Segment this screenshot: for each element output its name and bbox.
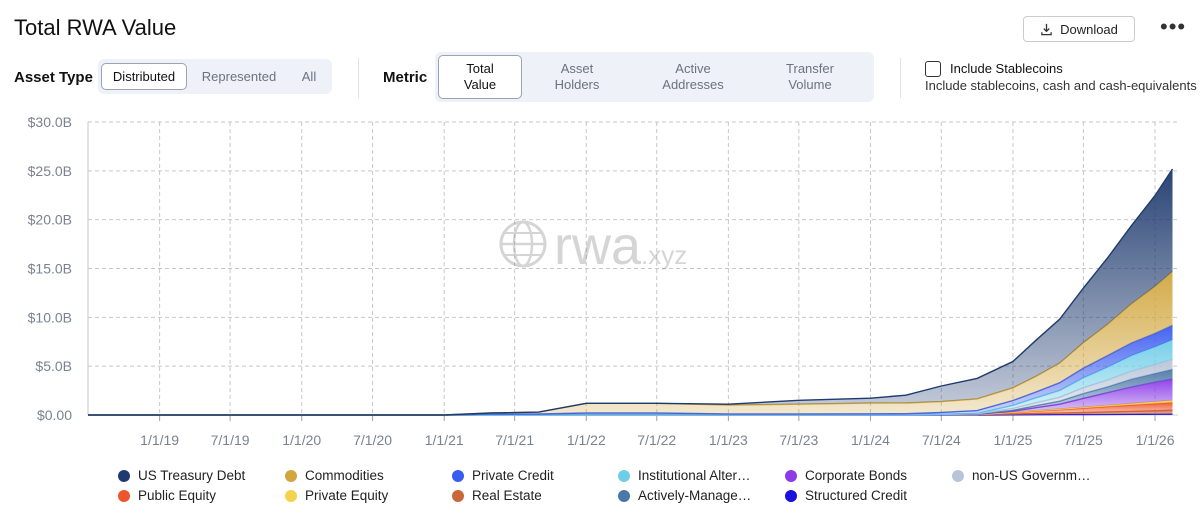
legend-item[interactable]: Public Equity — [118, 488, 216, 503]
asset-type-label: Asset Type — [14, 69, 93, 86]
asset-type-option-represented[interactable]: Represented — [201, 68, 277, 84]
legend-label: Actively-Manage… — [638, 488, 752, 503]
y-tick-label: $25.0B — [28, 163, 72, 179]
x-tick-label: 1/1/19 — [140, 432, 179, 448]
legend-swatch — [118, 489, 130, 502]
x-tick-label: 1/1/22 — [567, 432, 606, 448]
legend-swatch — [952, 469, 964, 482]
watermark-text: rwa.xyz — [554, 216, 687, 276]
legend-swatch — [285, 489, 297, 502]
x-tick-label: 7/1/23 — [779, 432, 818, 448]
legend-label: non-US Governm… — [972, 468, 1091, 483]
asset-type-option-all[interactable]: All — [301, 68, 317, 84]
legend-item[interactable]: non-US Governm… — [952, 468, 1091, 483]
metric-option-line: Value — [463, 77, 497, 92]
legend-label: Real Estate — [472, 488, 542, 503]
metric-option-transfer-volume[interactable]: Transfer Volume — [754, 55, 866, 99]
metric-option-line: Transfer — [786, 61, 834, 76]
metric-option-line: Asset — [560, 61, 594, 76]
legend-label: US Treasury Debt — [138, 468, 246, 483]
legend-swatch — [452, 469, 464, 482]
asset-type-option-distributed[interactable]: Distributed — [101, 63, 187, 90]
divider — [358, 58, 359, 98]
divider — [900, 58, 901, 98]
include-stablecoins-description: Include stablecoins, cash and cash-equiv… — [925, 78, 1197, 93]
legend-label: Institutional Alter… — [638, 468, 751, 483]
x-tick-label: 1/1/24 — [851, 432, 890, 448]
legend-swatch — [785, 469, 797, 482]
globe-meridian — [512, 220, 534, 268]
area-series-commodities — [88, 271, 1173, 415]
area-series-real-estate — [88, 410, 1173, 415]
legend-label: Private Credit — [472, 468, 554, 483]
download-label: Download — [1060, 21, 1118, 37]
metric-option-active-addresses[interactable]: Active Addresses — [632, 55, 754, 99]
legend-swatch — [118, 469, 130, 482]
legend-swatch — [285, 469, 297, 482]
legend-swatch — [452, 489, 464, 502]
y-tick-label: $15.0B — [28, 261, 72, 277]
y-tick-label: $0.00 — [37, 407, 72, 423]
x-tick-label: 1/1/21 — [425, 432, 464, 448]
x-tick-label: 1/1/20 — [282, 432, 321, 448]
page-title: Total RWA Value — [14, 15, 177, 40]
legend-label: Corporate Bonds — [805, 468, 908, 483]
legend-item[interactable]: Private Credit — [452, 468, 554, 483]
metric-selector: Total Value Asset Holders Active Addresses Tra… — [435, 52, 874, 102]
include-stablecoins-label: Include Stablecoins — [950, 61, 1063, 76]
include-stablecoins-checkbox[interactable] — [925, 61, 941, 77]
legend-label: Commodities — [305, 468, 384, 483]
y-tick-label: $30.0B — [28, 114, 72, 130]
metric-option-line: Total — [466, 61, 494, 76]
legend-label: Public Equity — [138, 488, 217, 503]
download-button[interactable]: Download — [1023, 16, 1135, 42]
x-tick-label: 1/1/23 — [709, 432, 748, 448]
download-icon — [1041, 23, 1052, 35]
y-tick-label: $10.0B — [28, 309, 72, 325]
x-tick-label: 1/1/25 — [993, 432, 1032, 448]
metric-option-line: Active — [675, 61, 711, 76]
watermark-tld: .xyz — [641, 240, 687, 270]
x-tick-label: 7/1/25 — [1064, 432, 1103, 448]
area-series-us-treasury-debt — [88, 169, 1173, 415]
legend-item[interactable]: Actively-Manage… — [618, 488, 751, 503]
x-tick-label: 7/1/21 — [495, 432, 534, 448]
legend-label: Structured Credit — [805, 488, 908, 503]
x-tick-label: 7/1/19 — [211, 432, 250, 448]
metric-label: Metric — [383, 69, 428, 86]
legend-swatch — [618, 489, 630, 502]
rwa-value-chart: $0.00 $5.0B $10.0B $15.0B $20.0B $25.0B $30.0B… — [28, 114, 1178, 448]
metric-option-line: Addresses — [662, 77, 724, 92]
y-tick-label: $20.0B — [28, 212, 72, 228]
legend-item[interactable]: Real Estate — [452, 488, 542, 503]
x-tick-label: 7/1/20 — [353, 432, 392, 448]
metric-option-line: Volume — [788, 77, 832, 92]
more-options-icon[interactable]: ••• — [1160, 14, 1187, 39]
chart-legend: US Treasury Debt Commodities Private Credi… — [0, 466, 1200, 516]
metric-option-asset-holders[interactable]: Asset Holders — [522, 55, 632, 99]
line-series-us-treasury-debt — [88, 168, 1174, 416]
legend-item[interactable]: Structured Credit — [785, 488, 907, 503]
y-tick-label: $5.0B — [35, 358, 72, 374]
legend-item[interactable]: Commodities — [285, 468, 384, 483]
legend-swatch — [785, 489, 797, 502]
x-tick-label: 7/1/22 — [637, 432, 676, 448]
x-tick-label: 1/1/26 — [1136, 432, 1175, 448]
legend-item[interactable]: Corporate Bonds — [785, 468, 907, 483]
legend-item[interactable]: Institutional Alter… — [618, 468, 751, 483]
watermark-logo: rwa.xyz — [499, 216, 687, 276]
legend-item[interactable]: Private Equity — [285, 488, 388, 503]
metric-option-line: Holders — [554, 77, 600, 92]
legend-label: Private Equity — [305, 488, 389, 503]
metric-option-total-value[interactable]: Total Value — [438, 55, 522, 99]
asset-type-selector: Distributed Represented All — [98, 59, 332, 94]
globe-icon — [499, 220, 547, 268]
legend-item[interactable]: US Treasury Debt — [118, 468, 245, 483]
x-tick-label: 7/1/24 — [922, 432, 961, 448]
legend-swatch — [618, 469, 630, 482]
